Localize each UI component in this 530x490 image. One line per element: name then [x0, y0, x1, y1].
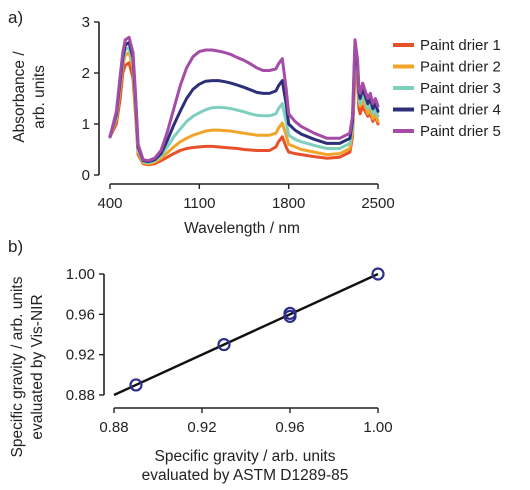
panel-a-legend: Paint drier 1 Paint drier 2 Paint drier 3 P… [393, 37, 501, 140]
panel-b-y-axis-title: Specific gravity / arb. units evaluated … [9, 276, 46, 457]
panel-a-label: a) [8, 8, 23, 27]
panel-b-label: b) [8, 237, 23, 256]
panel-b-x-tick-label: 0.92 [187, 419, 216, 436]
panel-b-y-tick-label: 0.96 [66, 306, 95, 323]
panel-b-y-tick-label: 1.00 [66, 266, 95, 283]
panel-b-x-tick-label: 0.88 [99, 419, 128, 436]
legend-label-1: Paint drier 1 [420, 37, 501, 54]
panel-b-x-tick-label: 0.96 [275, 419, 304, 436]
panel-b-x-axis-title: Specific gravity / arb. units evaluated … [142, 448, 349, 484]
panel-a-y-axis-title-line-1: Absorbance / [11, 51, 28, 143]
panel-b-y-axis-title-line-2: evaluated by Vis-NIR [29, 294, 46, 439]
panel-a-x-tick-label: 1100 [183, 195, 215, 212]
panel-a-y-axis-title-line-2: arb. units [31, 65, 48, 129]
panel-a-series-line-5 [108, 35, 380, 163]
panel-b-points [129, 267, 385, 392]
legend-label-3: Paint drier 3 [420, 80, 501, 97]
panel-b-point-5 [371, 267, 385, 281]
panel-a-y-tick-label: 2 [82, 65, 90, 82]
legend-label-5: Paint drier 5 [420, 123, 501, 140]
panel-b-x-axis-title-line-2: evaluated by ASTM D1289-85 [142, 467, 349, 484]
panel-b-y-tick-label: 0.88 [66, 387, 95, 404]
panel-a-y-tick-label: 0 [82, 167, 90, 184]
panel-a-y-axis-title: Absorbance / arb. units [11, 51, 48, 143]
panel-b-y-tick-label: 0.92 [66, 347, 95, 364]
panel-a-series-line-3 [108, 46, 380, 165]
panel-b-regression-line [113, 272, 379, 397]
panel-b-point-2 [217, 337, 231, 352]
legend-label-2: Paint drier 2 [420, 59, 501, 76]
panel-b-scatter-chart: b) Specific gravity / arb. units evaluat… [8, 237, 393, 484]
panel-b-x-tick-label: 1.00 [363, 419, 392, 436]
panel-a-x-tick-label: 2500 [361, 195, 394, 212]
panel-a-x-tick-label: 400 [97, 195, 122, 212]
panel-a-axes: 0 1 2 3 400 1100 1800 2500 [82, 14, 395, 212]
panel-b-y-axis-title-line-1: Specific gravity / arb. units [9, 276, 26, 457]
panel-a-y-tick-label: 1 [82, 116, 90, 133]
panel-b-fit-line [113, 272, 379, 397]
panel-a-series-lines [108, 35, 380, 167]
panel-a-x-axis-title: Wavelength / nm [184, 220, 300, 237]
panel-a-y-tick-label: 3 [82, 14, 90, 31]
panel-b-x-axis-title-line-1: Specific gravity / arb. units [155, 448, 336, 465]
panel-a-spectra-chart: a) Absorbance / arb. units Wavelength / … [8, 8, 501, 237]
panel-b-axes: 0.88 0.92 0.96 1.00 0.88 0.92 0.96 1.00 [66, 266, 393, 436]
panel-a-x-tick-label: 1800 [272, 195, 305, 212]
panel-b-point-4 [283, 306, 297, 320]
legend-label-4: Paint drier 4 [420, 102, 501, 119]
panel-b-point-1 [129, 378, 143, 392]
